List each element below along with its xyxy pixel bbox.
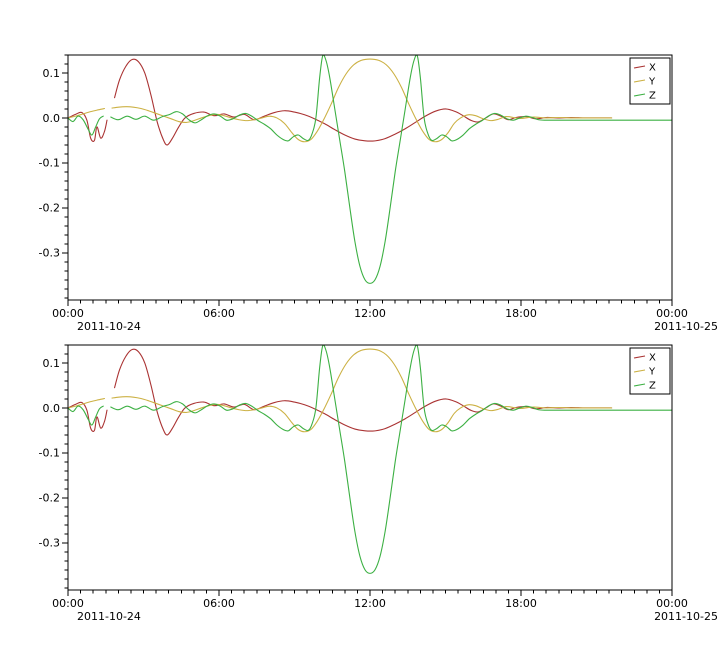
series-line-x: [68, 348, 613, 436]
legend-label-y: Y: [648, 77, 656, 88]
y-tick-label: 0.0: [43, 112, 61, 125]
x-tick-label: 18:00: [505, 597, 537, 610]
subplot-0: 00:00 06:00 12:00 18:00 00:00 0.1 0.0 -0.1 -0.2 -…: [39, 54, 718, 333]
series-line-y: [68, 348, 613, 433]
legend-label-x: X: [649, 353, 656, 364]
axis-labels: 00:00 06:00 12:00 18:00 00:00 0.1 0.0 -0.1 -0.2 -…: [39, 357, 718, 623]
x-tick-label: 12:00: [354, 307, 386, 320]
y-tick-label: 0.1: [43, 67, 61, 80]
series-line-z: [68, 55, 672, 284]
x-tick-label: 12:00: [354, 597, 386, 610]
legend-line-z: [633, 93, 646, 97]
x-axis-date-right: 2011-10-25: [654, 610, 718, 623]
x-tick-label: 00:00: [52, 307, 84, 320]
legend-line-x: [633, 65, 646, 69]
x-tick-label: 00:00: [656, 597, 688, 610]
x-axis-date-right: 2011-10-25: [654, 320, 718, 333]
legend-label-x: X: [649, 63, 656, 74]
legend-line-x: [633, 355, 646, 359]
y-tick-label: -0.1: [39, 157, 60, 170]
legend-label-z: Z: [649, 91, 656, 102]
x-tick-label: 06:00: [203, 307, 235, 320]
legend-line-z: [633, 383, 646, 387]
series-line-z: [68, 345, 672, 574]
x-axis-date-left: 2011-10-24: [77, 610, 141, 623]
subplot-1: 00:00 06:00 12:00 18:00 00:00 0.1 0.0 -0.1 -0.2 -…: [39, 344, 718, 623]
x-tick-label: 18:00: [505, 307, 537, 320]
y-tick-label: 0.1: [43, 357, 61, 370]
legend: XYZ: [629, 347, 671, 395]
x-tick-label: 00:00: [52, 597, 84, 610]
series-line-x: [68, 58, 613, 146]
y-axis-ticks: [62, 344, 68, 589]
series-line-y: [68, 58, 613, 143]
axis-labels: 00:00 06:00 12:00 18:00 00:00 0.1 0.0 -0.1 -0.2 -…: [39, 67, 718, 333]
x-axis-ticks: [67, 590, 673, 596]
legend-label-y: Y: [648, 367, 656, 378]
plot-border: [67, 344, 673, 591]
y-tick-label: -0.1: [39, 447, 60, 460]
x-axis-ticks: [67, 300, 673, 306]
x-tick-label: 00:00: [656, 307, 688, 320]
legend-line-y: [633, 79, 646, 83]
legend-label-z: Z: [649, 381, 656, 392]
y-tick-label: -0.3: [39, 247, 60, 260]
y-tick-label: 0.0: [43, 402, 61, 415]
y-tick-label: -0.2: [39, 202, 60, 215]
x-axis-date-left: 2011-10-24: [77, 320, 141, 333]
series-lines: [68, 345, 672, 574]
y-axis-ticks: [62, 54, 68, 299]
legend: XYZ: [629, 57, 671, 105]
x-tick-label: 06:00: [203, 597, 235, 610]
y-tick-label: -0.2: [39, 492, 60, 505]
y-tick-label: -0.3: [39, 537, 60, 550]
series-lines: [68, 55, 672, 284]
plot-border: [67, 54, 673, 301]
legend-line-y: [633, 369, 646, 373]
